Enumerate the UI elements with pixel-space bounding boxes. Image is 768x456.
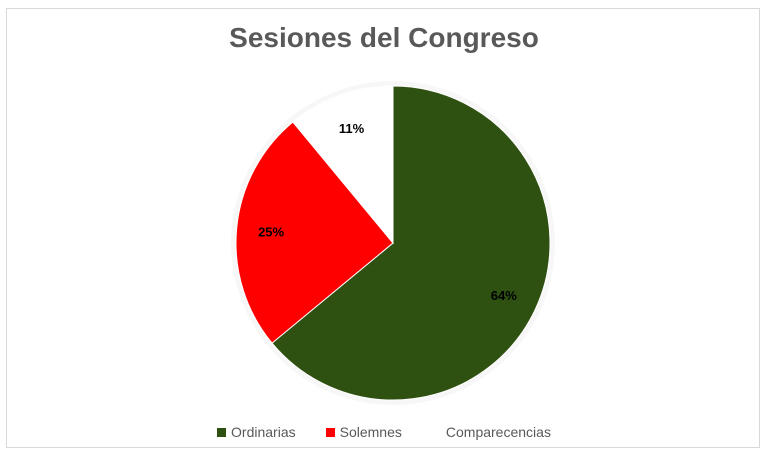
legend-item-ordinarias: Ordinarias [217, 424, 296, 440]
legend-label-comparecencias: Comparecencias [445, 424, 551, 440]
data-label-ordinarias: 64% [491, 288, 517, 303]
legend-label-solemnes: Solemnes [339, 424, 402, 440]
pie-slice-ordinarias [271, 85, 551, 401]
pie-slice-solemnes [235, 121, 394, 344]
legend-swatch-solemnes [325, 427, 335, 437]
data-label-solemnes: 25% [258, 224, 284, 239]
data-label-comparecencias: 11% [339, 121, 365, 136]
legend: Ordinarias Solemnes Comparecencias [0, 424, 768, 440]
legend-swatch-ordinarias [217, 427, 227, 437]
legend-item-solemnes: Solemnes [325, 424, 402, 440]
legend-item-comparecencias: Comparecencias [431, 424, 551, 440]
chart-title: Sesiones del Congreso [229, 22, 539, 53]
legend-swatch-comparecencias [431, 427, 441, 437]
legend-label-ordinarias: Ordinarias [231, 424, 296, 440]
pie-slice-comparecencias [292, 85, 394, 245]
